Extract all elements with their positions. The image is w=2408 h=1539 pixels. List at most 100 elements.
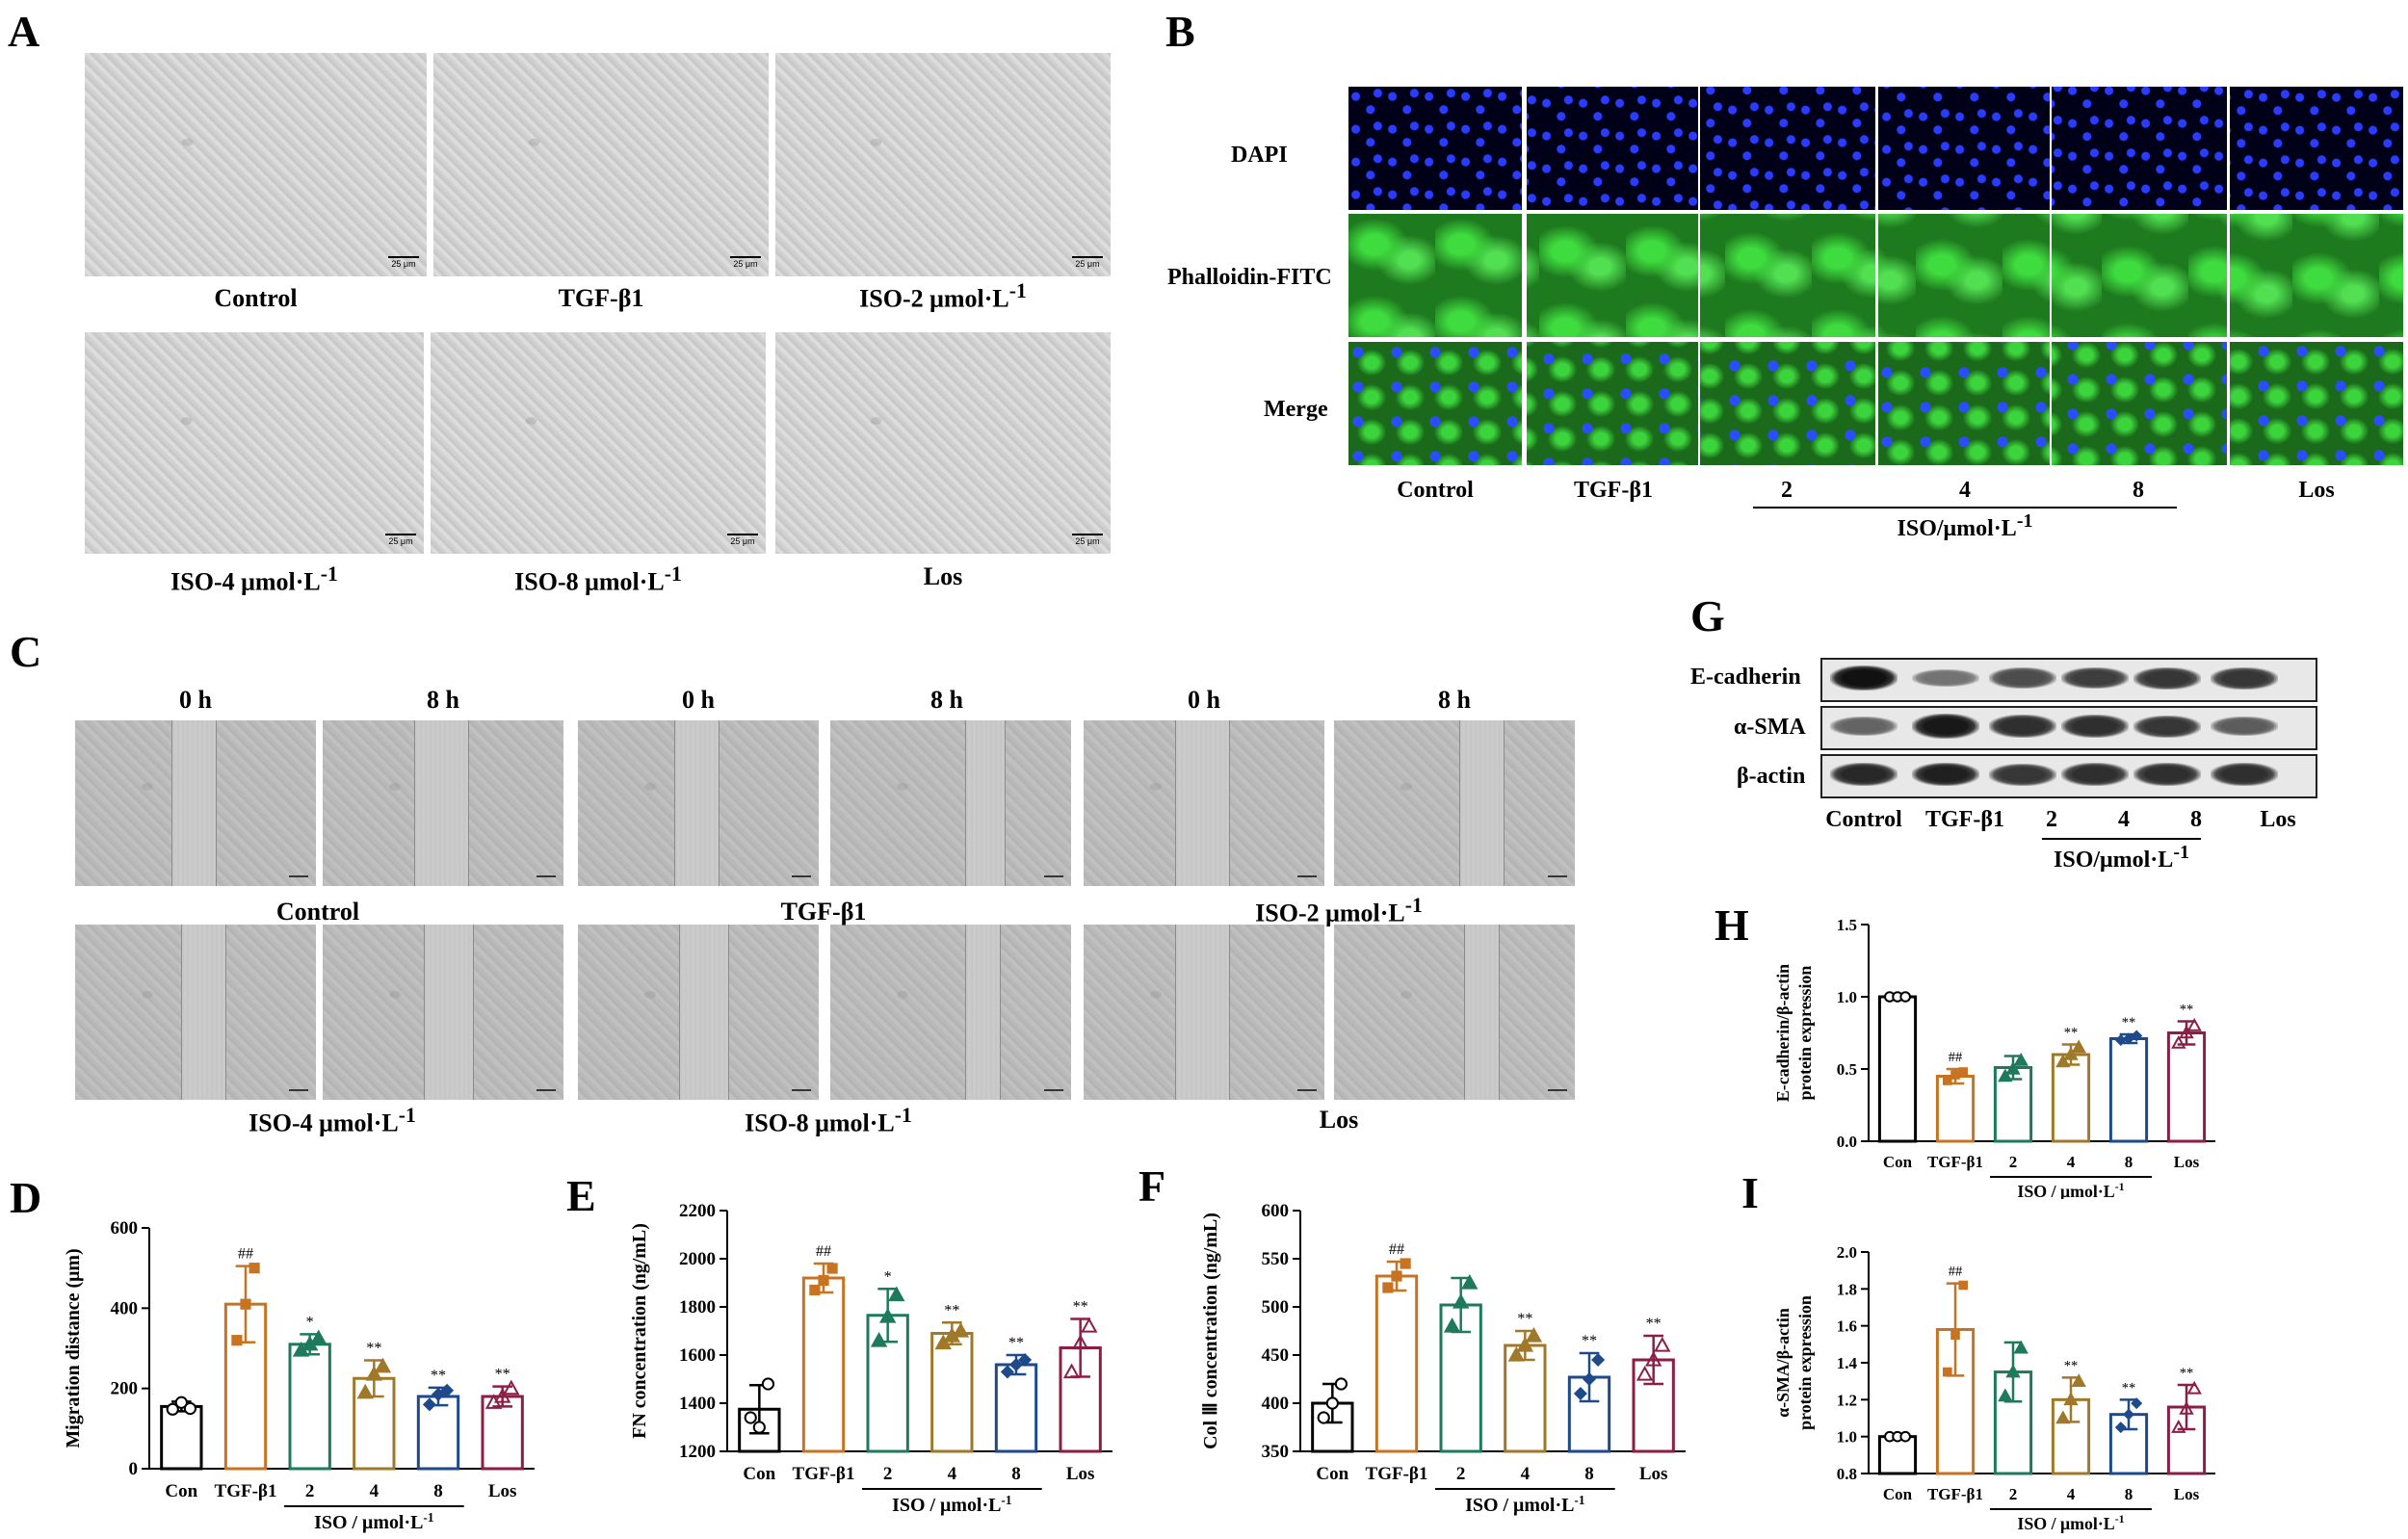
b-col-tgf: TGF-β1 — [1574, 478, 1653, 503]
x-tick-label: 4 — [2067, 1153, 2076, 1171]
y-axis-label: Migration distance (μm) — [63, 1248, 84, 1448]
x-tick-label: Los — [1066, 1464, 1095, 1484]
y-tick-label: 2.0 — [1837, 1243, 1857, 1262]
y-tick-label: 1.4 — [1837, 1354, 1858, 1372]
bar-8 — [2108, 1037, 2149, 1143]
scale-bar — [537, 875, 556, 878]
protein-label-asma: α-SMA — [1734, 715, 1806, 740]
x-tick-label: TGF-β1 — [793, 1464, 855, 1484]
y-tick-label: 1200 — [679, 1442, 716, 1462]
y-tick-label: 0.8 — [1837, 1465, 1857, 1483]
data-point — [744, 1411, 757, 1424]
bar-TGF-β1 — [1374, 1274, 1419, 1453]
data-point — [826, 1263, 838, 1274]
scale-bar: 25 μm — [388, 256, 419, 269]
g-col-2: 2 — [2046, 807, 2057, 832]
data-point — [752, 1421, 766, 1434]
x-tick-label: TGF-β1 — [1927, 1485, 1983, 1503]
significance-5: ** — [495, 1367, 510, 1383]
data-point — [174, 1396, 188, 1409]
scale-bar: 25 μm — [385, 534, 416, 546]
bar-TGF-β1 — [1935, 1075, 1976, 1143]
x-tick-label: 4 — [948, 1464, 957, 1484]
time-8h-1: 8 h — [427, 686, 459, 714]
data-point — [1998, 1388, 2013, 1402]
time-8h-3: 8 h — [1438, 686, 1471, 714]
data-point — [493, 1387, 511, 1403]
wound-gap — [674, 720, 720, 886]
chart-i: 0.8 1.0 1.2 1.4 1.6 1.8 2.0 Con ## TGF-β1 2 ** 4 ** 8 *… — [1773, 1243, 2215, 1533]
panel-label-g: G — [1690, 591, 1725, 640]
band-asma-4 — [2133, 715, 2201, 738]
fluo-dapi-2 — [1700, 87, 1875, 210]
y-tick-label: 1800 — [679, 1297, 716, 1317]
fluo-phalloidin-4 — [2052, 214, 2227, 337]
panel-label-i: I — [1741, 1168, 1759, 1217]
data-point — [1062, 1363, 1081, 1379]
micrograph-los: 25 μm — [775, 332, 1111, 554]
x-tick-label: TGF-β1 — [215, 1481, 277, 1501]
y-tick-label: 1400 — [679, 1394, 716, 1414]
data-point — [1071, 1334, 1089, 1350]
band-bactin-3 — [2061, 763, 2129, 786]
significance-4: ** — [431, 1368, 446, 1384]
significance-1: ## — [1389, 1241, 1404, 1258]
data-point — [240, 1298, 251, 1310]
wound-image-0-3 — [830, 720, 1071, 886]
wound-image-1-2 — [578, 925, 819, 1100]
data-point — [1950, 1070, 1960, 1080]
data-point — [870, 1331, 888, 1347]
y-tick-label: 2000 — [679, 1249, 716, 1269]
x-tick-label: Los — [1639, 1464, 1668, 1484]
bar-4 — [2051, 1053, 2091, 1143]
data-point — [2123, 1408, 2134, 1421]
wound-gap — [1175, 925, 1230, 1100]
y-tick-label: 400 — [1262, 1394, 1290, 1414]
y-axis-label: protein expression — [1795, 1295, 1815, 1430]
panel-label-f: F — [1139, 1161, 1166, 1211]
protein-label-ecad: E-cadherin — [1690, 665, 1801, 690]
data-point — [818, 1274, 829, 1287]
caption-tgf: TGF-β1 — [558, 284, 644, 312]
data-point — [2013, 1340, 2028, 1354]
significance-1: ## — [1949, 1265, 1962, 1280]
data-point — [1591, 1353, 1606, 1367]
c-caption-tgf: TGF-β1 — [780, 898, 867, 926]
bar-Los — [2166, 1031, 2207, 1143]
y-tick-label: 1.0 — [1837, 1428, 1857, 1447]
fluo-dapi-0 — [1348, 87, 1522, 210]
significance-5: ** — [1073, 1299, 1088, 1316]
data-point — [2063, 1046, 2079, 1060]
fluo-phalloidin-5 — [2230, 214, 2403, 337]
data-point — [2131, 1030, 2143, 1042]
significance-5: ** — [1646, 1316, 1662, 1332]
data-point — [2114, 1034, 2127, 1046]
x-tick-label: 4 — [1521, 1464, 1531, 1484]
significance-3: ** — [366, 1341, 381, 1357]
band-bactin-0 — [1830, 762, 1898, 787]
time-0h-3: 0 h — [1188, 686, 1220, 714]
data-point — [1899, 1430, 1911, 1443]
significance-5: ** — [2180, 1003, 2193, 1018]
data-point — [2186, 1017, 2202, 1031]
significance-4: ** — [1008, 1335, 1024, 1351]
data-point — [2171, 1420, 2186, 1433]
group-label: ISO / μmol·L-1 — [2017, 1180, 2124, 1199]
c-caption-iso8: ISO-8 μmol·L-1 — [745, 1104, 912, 1137]
wound-gap — [181, 925, 226, 1100]
g-group-line — [2042, 838, 2201, 840]
b-col-los: Los — [2298, 478, 2335, 503]
data-point — [761, 1377, 775, 1391]
c-caption-control: Control — [275, 898, 360, 926]
scale-bar — [1548, 1089, 1567, 1092]
y-tick-label: 1.8 — [1837, 1280, 1857, 1298]
data-point — [2114, 1422, 2127, 1434]
band-ecad-0 — [1830, 665, 1898, 691]
data-point — [2186, 1380, 2202, 1395]
row-label-phalloidin: Phalloidin-FITC — [1167, 265, 1332, 290]
wound-gap — [679, 925, 729, 1100]
y-axis-label: α-SMA/β-actin — [1773, 1308, 1793, 1418]
y-tick-label: 1.6 — [1837, 1317, 1857, 1336]
y-tick-label: 1600 — [679, 1345, 716, 1366]
micrograph-tgf: 25 μm — [433, 53, 769, 276]
